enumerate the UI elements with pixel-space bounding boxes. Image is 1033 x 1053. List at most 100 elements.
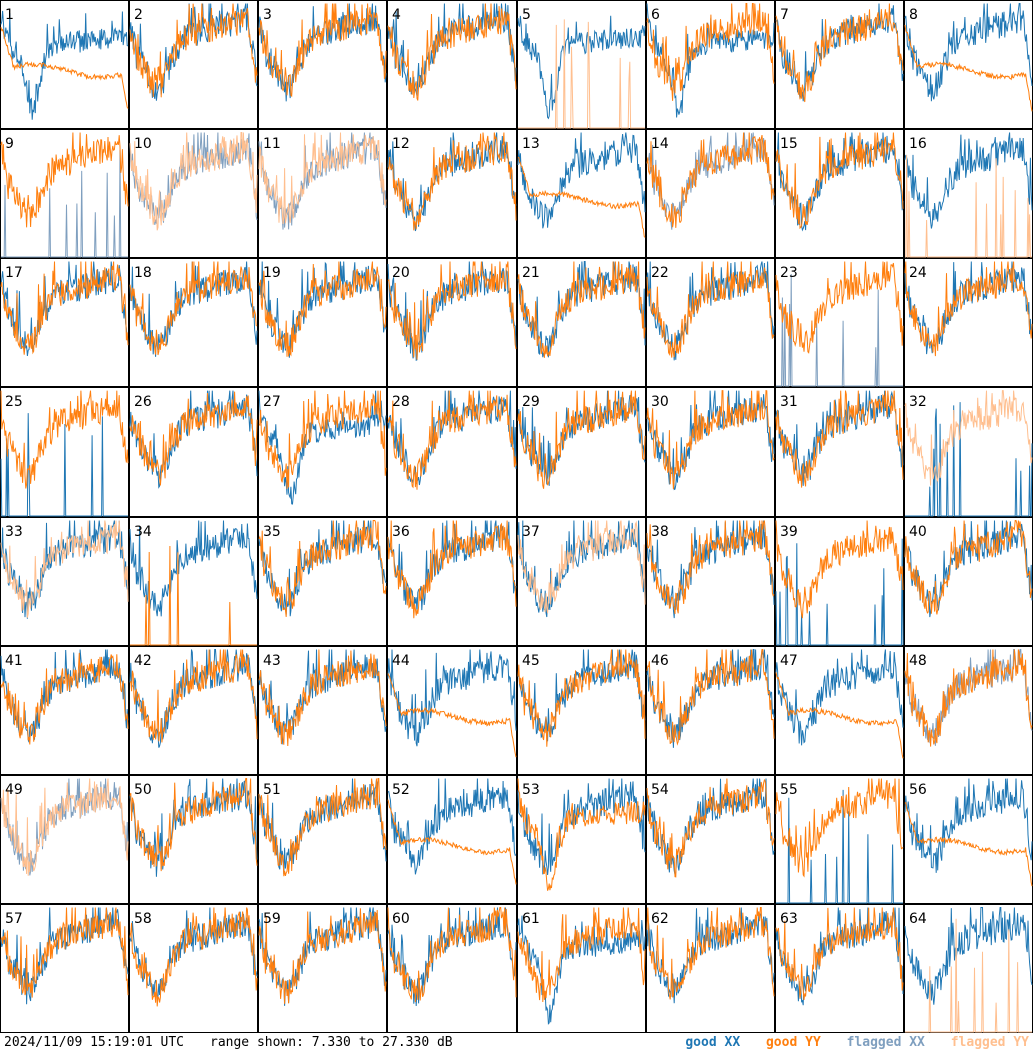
panel-36: 36 <box>387 517 517 646</box>
panel-14: 14 <box>646 129 775 258</box>
panel-4: 4 <box>387 0 517 129</box>
series-yy-line <box>904 520 1033 615</box>
series-yy-line <box>258 261 387 357</box>
panel-frame <box>517 775 646 904</box>
series-yy-line <box>905 918 1032 1033</box>
panel-13: 13 <box>517 129 646 258</box>
panel-47: 47 <box>775 646 904 775</box>
panel-label: 30 <box>651 394 669 410</box>
series-yy-line <box>129 391 258 486</box>
series-xx-line <box>775 649 904 746</box>
panel-label: 32 <box>909 394 927 410</box>
panel-56: 56 <box>904 775 1033 904</box>
series-yy-line <box>129 261 258 356</box>
panel-31: 31 <box>775 387 904 517</box>
series-yy-line <box>129 778 258 872</box>
series-yy-line <box>0 261 129 355</box>
series-yy-line <box>904 390 1033 486</box>
panel-label: 60 <box>392 911 410 927</box>
panel-label: 27 <box>263 394 281 410</box>
panel-11: 11 <box>258 129 387 258</box>
panel-label: 55 <box>780 782 798 798</box>
panel-label: 8 <box>909 7 918 23</box>
series-xx-line <box>776 273 903 387</box>
panel-42: 42 <box>129 646 258 775</box>
panel-label: 26 <box>134 394 152 410</box>
panel-2: 2 <box>129 0 258 129</box>
panel-5: 5 <box>517 0 646 129</box>
series-yy-line <box>775 132 904 230</box>
panel-62: 62 <box>646 904 775 1033</box>
panel-label: 31 <box>780 394 798 410</box>
series-xx-line <box>904 3 1033 102</box>
panel-64: 64 <box>904 904 1033 1033</box>
panel-6: 6 <box>646 0 775 129</box>
panel-61: 61 <box>517 904 646 1033</box>
series-yy-line <box>646 907 775 1000</box>
series-yy-line <box>775 778 904 878</box>
panel-30: 30 <box>646 387 775 517</box>
panel-label: 36 <box>392 524 410 540</box>
series-yy-line <box>646 132 775 228</box>
panel-label: 64 <box>909 911 927 927</box>
series-yy-line <box>258 520 387 617</box>
series-yy-line <box>775 3 904 103</box>
series-xx-line <box>387 649 517 747</box>
panel-50: 50 <box>129 775 258 904</box>
panel-label: 25 <box>5 394 23 410</box>
panel-label: 63 <box>780 911 798 927</box>
series-xx-line <box>905 402 1033 517</box>
series-yy-line <box>387 520 517 619</box>
series-yy-line <box>387 907 517 1003</box>
panel-3: 3 <box>258 0 387 129</box>
panel-label: 59 <box>263 911 281 927</box>
panel-label: 51 <box>263 782 281 798</box>
series-yy-line <box>129 649 258 743</box>
panel-41: 41 <box>0 646 129 775</box>
series-yy-line <box>517 156 646 238</box>
series-yy-line <box>775 520 904 619</box>
series-yy-line <box>904 24 1033 112</box>
series-xx-line <box>776 789 903 904</box>
panel-label: 41 <box>5 653 23 669</box>
panel-27: 27 <box>258 387 387 517</box>
panel-60: 60 <box>387 904 517 1033</box>
panel-21: 21 <box>517 258 646 387</box>
panel-40: 40 <box>904 517 1033 646</box>
series-yy-line <box>517 390 646 489</box>
series-yy-line <box>517 520 646 614</box>
series-yy-line <box>904 261 1033 357</box>
footer: 2024/11/09 15:19:01 UTC range shown: 7.3… <box>0 1033 1033 1053</box>
panel-43: 43 <box>258 646 387 775</box>
series-yy-line <box>0 520 129 618</box>
panel-label: 14 <box>651 136 669 152</box>
panel-51: 51 <box>258 775 387 904</box>
panel-16: 16 <box>904 129 1033 258</box>
panel-34: 34 <box>129 517 258 646</box>
series-yy-line <box>129 132 258 231</box>
panel-44: 44 <box>387 646 517 775</box>
series-yy-line <box>0 390 129 489</box>
panel-39: 39 <box>775 517 904 646</box>
panel-label: 46 <box>651 653 669 669</box>
panel-label: 53 <box>522 782 540 798</box>
panel-label: 15 <box>780 136 798 152</box>
panel-label: 4 <box>392 7 401 23</box>
panel-49: 49 <box>0 775 129 904</box>
panel-57: 57 <box>0 904 129 1033</box>
panel-label: 2 <box>134 7 143 23</box>
panel-label: 35 <box>263 524 281 540</box>
series-yy-line <box>904 649 1033 747</box>
panel-label: 20 <box>392 265 410 281</box>
panel-label: 22 <box>651 265 669 281</box>
series-yy-line <box>387 673 517 758</box>
series-yy-line <box>130 545 257 646</box>
panel-63: 63 <box>775 904 904 1033</box>
panel-33: 33 <box>0 517 129 646</box>
series-yy-line <box>0 27 129 109</box>
panel-9: 9 <box>0 129 129 258</box>
panel-46: 46 <box>646 646 775 775</box>
panel-label: 57 <box>5 911 23 927</box>
